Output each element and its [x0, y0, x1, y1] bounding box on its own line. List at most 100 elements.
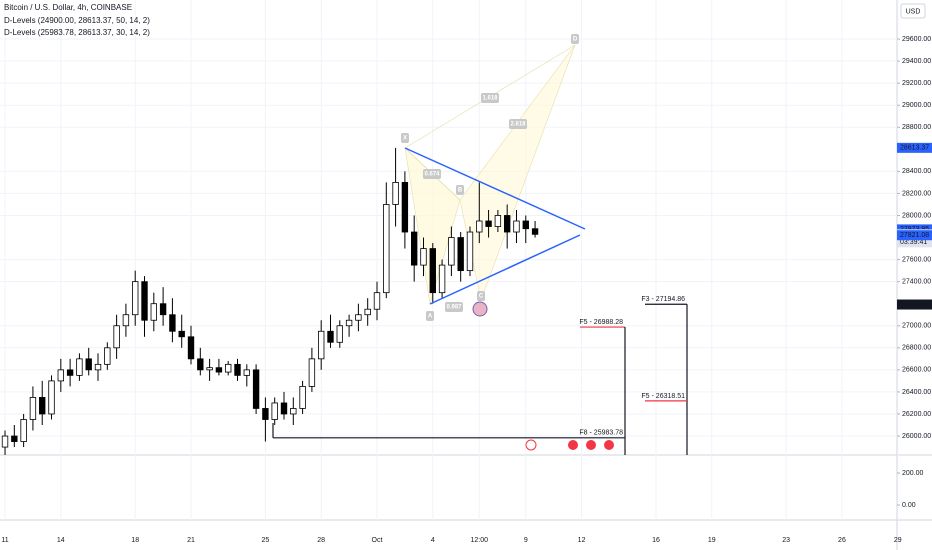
levels: F3 - 27194.86 F5 - 26988.28 F5 - 26318.51 F…	[272, 296, 688, 455]
event-icon[interactable]	[586, 440, 596, 450]
candle-body	[94, 363, 102, 371]
x-tick-label: 14	[57, 537, 65, 544]
level-label: F5 - 26318.51	[641, 393, 685, 400]
candle-body	[178, 330, 185, 338]
level-label: F5 - 26988.28	[579, 319, 623, 326]
candle-body	[448, 237, 455, 266]
candle-body	[327, 330, 334, 343]
candle-body	[169, 314, 176, 332]
pattern-ratio: 0.987	[446, 305, 462, 311]
candle-body	[85, 358, 92, 371]
x-tick-label: 18	[131, 537, 139, 544]
triangle-lower	[429, 234, 581, 305]
candle-body	[522, 220, 529, 230]
grid	[0, 0, 899, 520]
x-tick-label: 28	[317, 537, 325, 544]
candle-body	[141, 281, 148, 321]
currency-label: USD	[906, 8, 921, 15]
x-tick-label: 16	[652, 537, 660, 544]
y-tick-label: 29000.00	[902, 102, 931, 109]
y-tick-label: 0.00	[902, 502, 916, 509]
candle-body	[11, 435, 18, 442]
pattern-ratio: 2.618	[510, 122, 526, 128]
y-tick-label: 200.00	[902, 470, 924, 477]
countdown: 03:39:41	[900, 239, 927, 246]
candle-body	[308, 358, 316, 387]
candle-body	[420, 248, 427, 266]
candle-body	[132, 281, 139, 316]
candle-body	[290, 408, 297, 415]
pattern-point: C	[479, 294, 484, 300]
level-label: F8 - 25983.78	[579, 430, 623, 437]
level-label: F3 - 27194.86	[641, 296, 685, 303]
triangle-upper	[404, 147, 586, 230]
price-label: 28613.37	[900, 145, 929, 152]
y-tick-label: 29600.00	[902, 36, 931, 43]
candle-body	[373, 292, 381, 310]
pattern-ratio-box	[481, 93, 499, 103]
pattern-point-box	[426, 311, 434, 321]
candle-body	[57, 369, 65, 382]
candle-body	[466, 231, 474, 272]
y-tick-label: 26200.00	[902, 411, 931, 418]
candle-body	[206, 367, 213, 371]
candle-body	[364, 308, 371, 316]
pattern-ratio: 0.674	[424, 172, 440, 178]
candle-body	[39, 397, 46, 415]
candle-body	[280, 402, 288, 415]
candle-body	[29, 397, 37, 420]
candle-body	[243, 369, 250, 376]
y-tick-label: 26600.00	[902, 367, 931, 374]
candle-body	[383, 204, 390, 294]
candle-body	[438, 264, 446, 294]
candle-body	[401, 181, 409, 233]
candle-body	[197, 358, 204, 371]
x-tick-label: 19	[708, 537, 716, 544]
candle-body	[392, 181, 399, 205]
event-icon[interactable]	[604, 440, 614, 450]
candle-body	[215, 367, 223, 373]
y-tick-label: 26000.00	[902, 433, 931, 440]
event-icon[interactable]	[568, 440, 578, 450]
pattern-ratio-box	[445, 302, 463, 312]
candle-body	[476, 220, 483, 233]
candle-body	[457, 237, 464, 272]
candle-body	[122, 314, 130, 327]
pattern-point: A	[428, 314, 433, 320]
y-tick-label: 26800.00	[902, 345, 931, 352]
candle-body	[113, 325, 120, 349]
price-label-box	[897, 142, 932, 153]
candle-body	[345, 319, 353, 327]
y-tick-label: 27000.00	[902, 323, 931, 330]
candle-body	[48, 380, 55, 415]
y-tick-label: 28400.00	[902, 168, 931, 175]
price-label-box	[897, 230, 932, 241]
indicator-label: D-Levels (24900.00, 28613.37, 50, 14, 2)	[4, 16, 150, 25]
x-tick-label: 25	[262, 537, 270, 544]
pattern-ratio: 1.618	[482, 96, 498, 102]
candle-body	[410, 231, 418, 266]
x-tick-label: 23	[782, 537, 790, 544]
x-tick-label: 21	[187, 537, 195, 544]
x-tick-label: 9	[524, 537, 528, 544]
x-tick-label: 29	[894, 537, 902, 544]
event-icon[interactable]	[525, 439, 537, 451]
candle-body	[234, 363, 241, 376]
y-tick-label: 28200.00	[902, 190, 931, 197]
candle-body	[429, 248, 436, 294]
pattern-point: B	[458, 188, 463, 194]
currency-button[interactable]	[900, 3, 926, 19]
chart-title: Bitcoin / U.S. Dollar, 4h, COINBASE	[4, 3, 132, 12]
candles	[1, 147, 539, 455]
y-tick-label: 29400.00	[902, 58, 931, 65]
candle-body	[104, 347, 111, 365]
x-tick-label: Oct	[372, 537, 383, 544]
candle-body	[225, 363, 232, 373]
pattern-point: X	[403, 136, 407, 142]
candle-body	[336, 325, 343, 343]
y-tick-label: 28800.00	[902, 124, 931, 131]
pattern-point-box	[401, 133, 409, 143]
y-tick-label: 26400.00	[902, 389, 931, 396]
